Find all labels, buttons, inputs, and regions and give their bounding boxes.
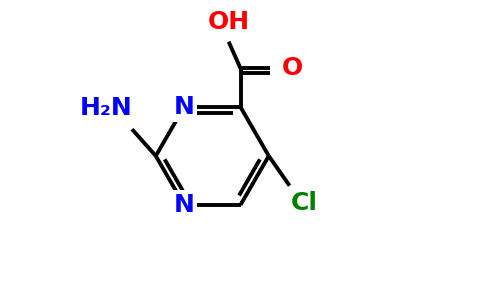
Text: OH: OH: [208, 10, 250, 34]
Text: N: N: [174, 95, 195, 119]
Text: N: N: [174, 193, 195, 217]
Text: O: O: [282, 56, 303, 80]
Text: Cl: Cl: [291, 191, 318, 215]
Text: H₂N: H₂N: [79, 96, 132, 120]
